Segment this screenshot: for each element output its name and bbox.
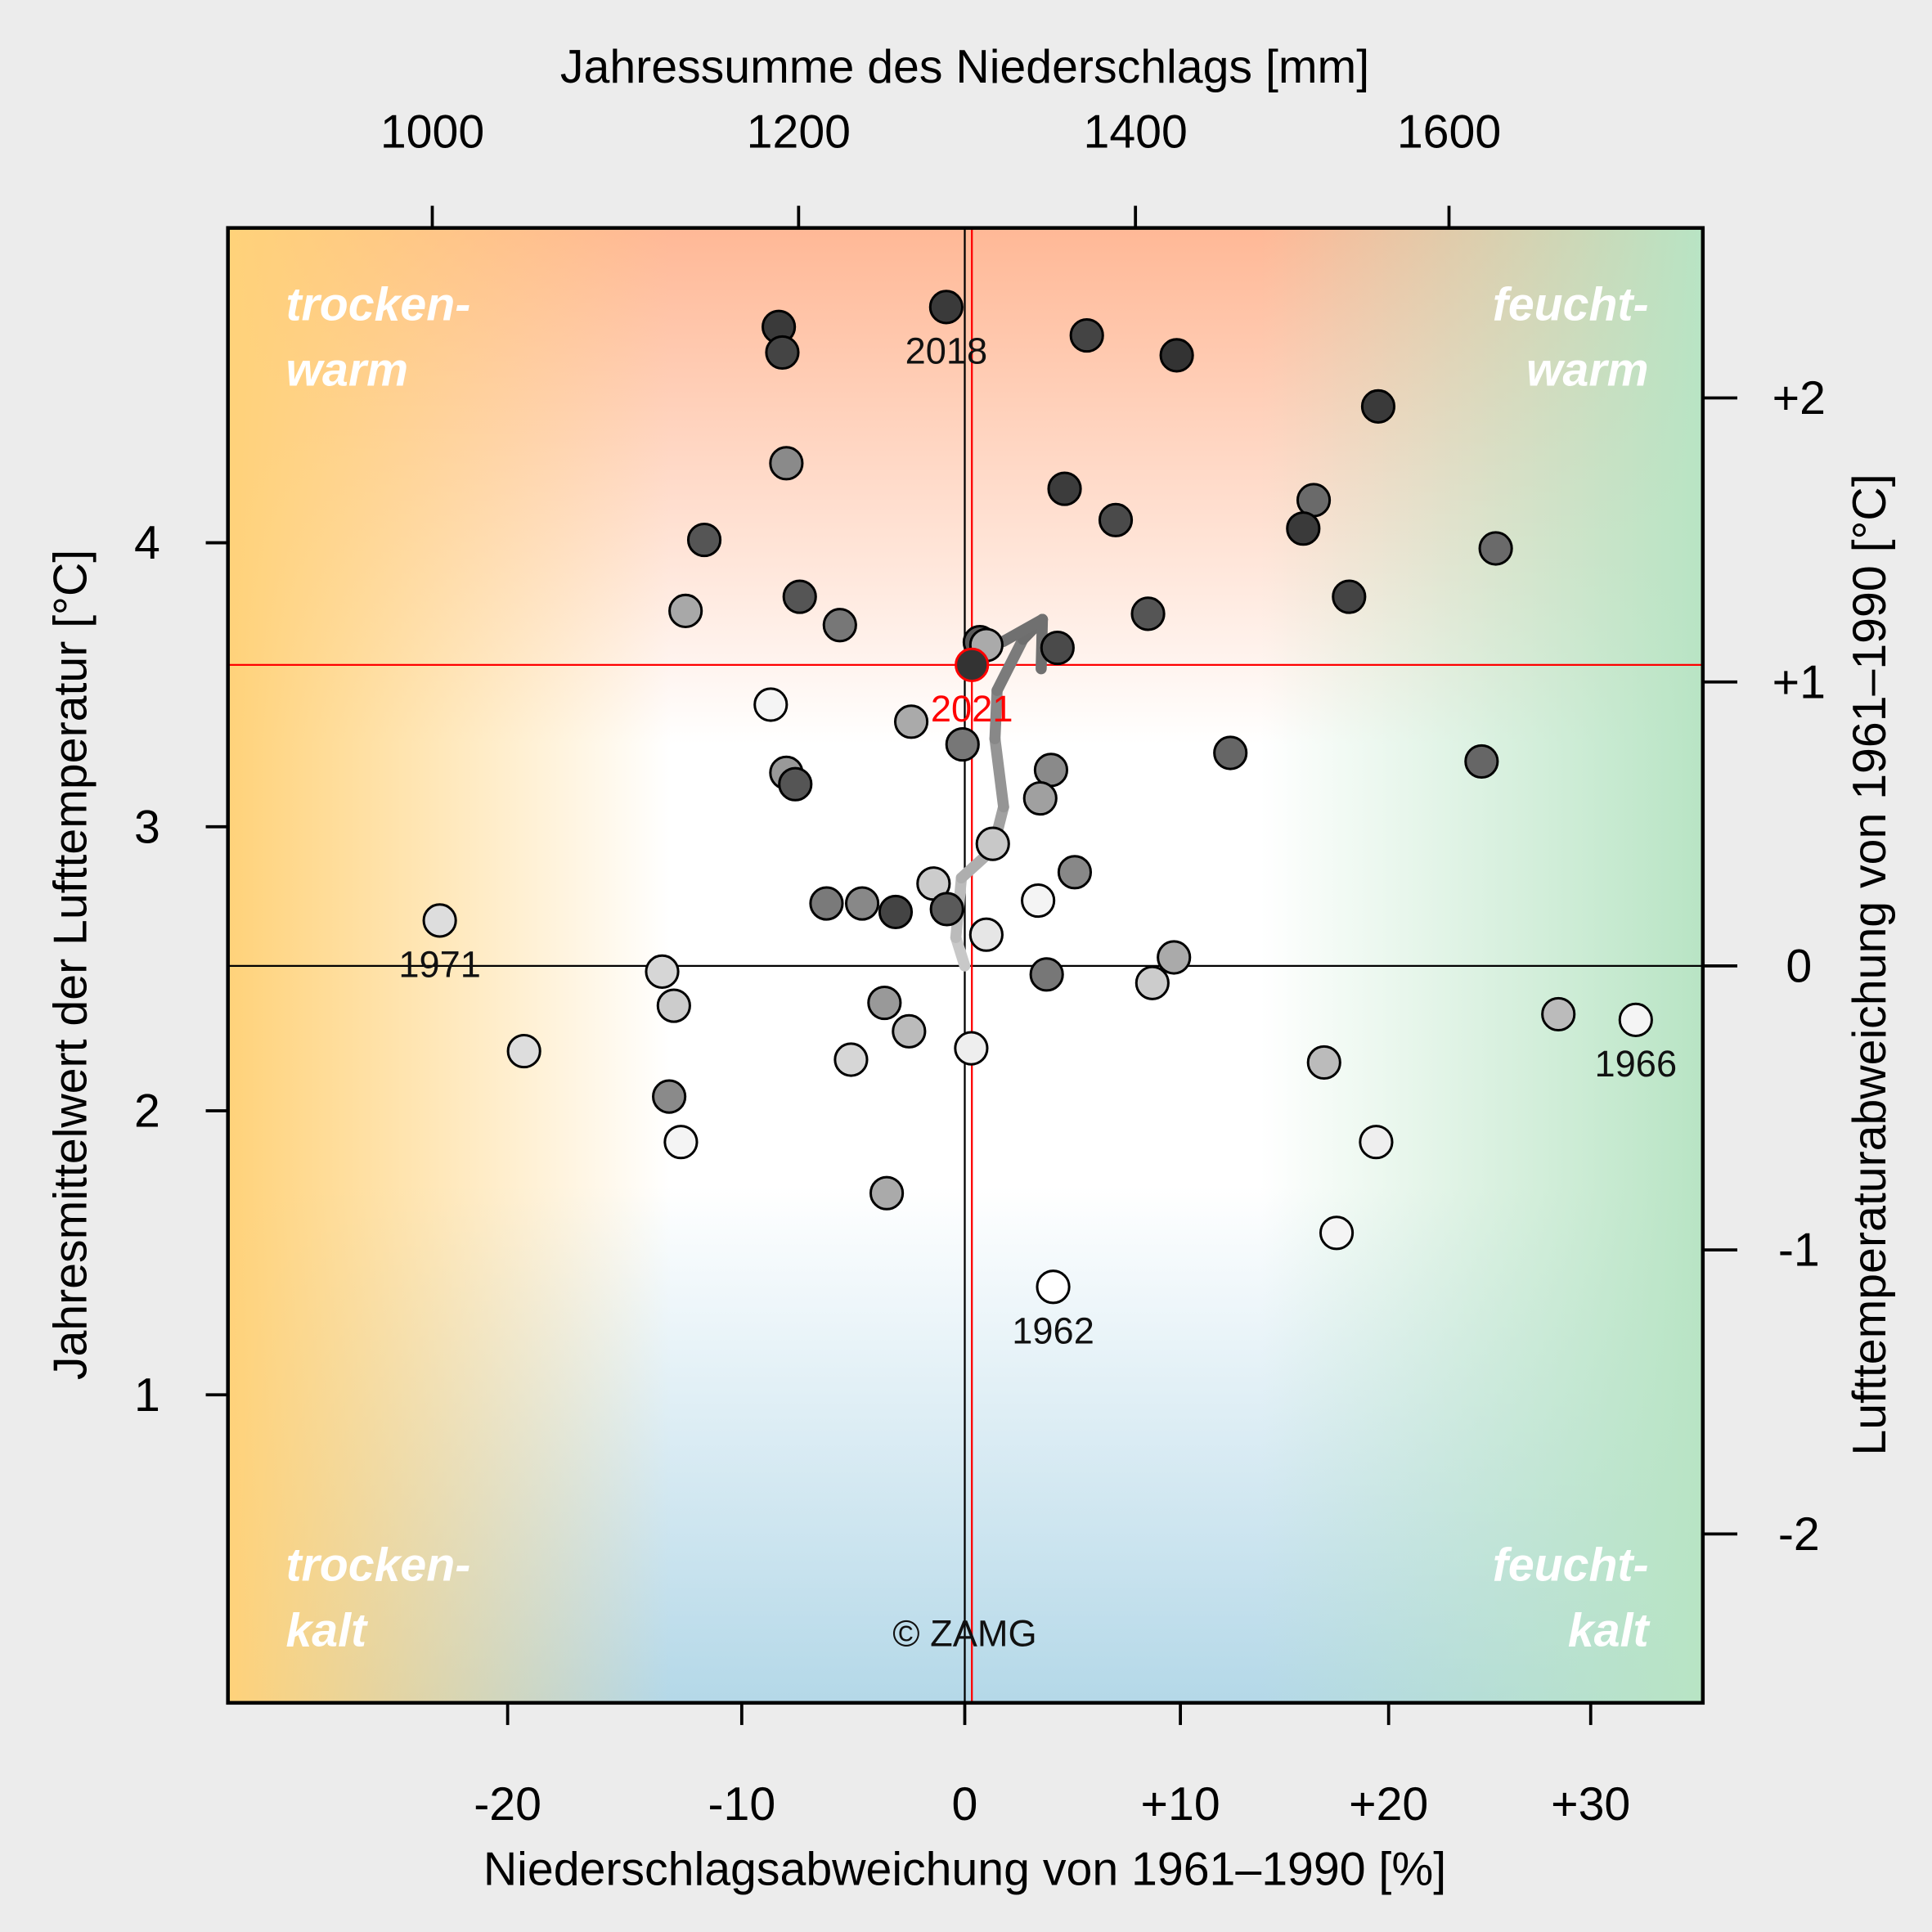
data-point [668, 593, 703, 628]
data-point [1036, 1269, 1071, 1305]
x-tick-label: 0 [952, 1778, 978, 1831]
arrowhead-left [997, 613, 1049, 648]
corner-label-tl-1: trocken- [285, 279, 470, 331]
data-point [869, 1175, 905, 1211]
data-point [968, 917, 1004, 952]
data-point [506, 1033, 541, 1069]
corner-label-br-2: kalt [1568, 1605, 1651, 1657]
data-point [778, 766, 813, 802]
right-tick-label: +1 [1772, 656, 1826, 708]
data-point [1157, 940, 1192, 975]
top-tick-label: 1400 [1084, 106, 1188, 159]
data-point [765, 335, 800, 371]
data-point [1286, 511, 1321, 546]
data-point [1022, 780, 1058, 816]
data-point [1029, 957, 1064, 992]
year-label: 1966 [1595, 1043, 1678, 1085]
x-tick-label: +10 [1141, 1778, 1220, 1831]
data-point [1134, 965, 1170, 1000]
year-label: 1962 [1012, 1310, 1094, 1352]
x-axis-title: Niederschlagsabweichung von 1961–1990 [%… [483, 1844, 1446, 1896]
data-point [929, 892, 964, 927]
data-point [892, 1013, 927, 1049]
data-point [663, 1125, 699, 1160]
top-tick-label: 1200 [747, 106, 851, 159]
data-point [422, 903, 457, 938]
data-point [928, 290, 964, 325]
data-point [686, 522, 722, 558]
highlight-year-label: 2021 [931, 688, 1013, 730]
top-tick-label: 1000 [380, 106, 484, 159]
right-tick-label: 0 [1786, 941, 1812, 993]
data-point [1047, 471, 1082, 506]
x-tick-label: +30 [1551, 1778, 1630, 1831]
data-point [1478, 531, 1513, 566]
data-point [1040, 630, 1075, 666]
data-point [782, 579, 817, 614]
data-point [975, 826, 1010, 861]
data-point [1464, 744, 1499, 780]
data-point [769, 446, 804, 481]
data-point [1098, 502, 1134, 537]
data-point [1618, 1002, 1653, 1037]
top-axis-title: Jahressumme des Niederschlags [mm] [560, 41, 1369, 93]
data-point [1213, 735, 1248, 771]
x-tick-label: -20 [474, 1778, 541, 1831]
year-label: 1971 [398, 944, 481, 986]
highlight-point [955, 647, 990, 682]
y-tick-label: 2 [134, 1085, 160, 1138]
right-tick-label: +2 [1772, 372, 1826, 425]
data-point [945, 726, 980, 762]
y-axis-title: Jahresmittelwert der Lufttemperatur [°C] [44, 550, 97, 1380]
y-tick-label: 3 [134, 801, 160, 853]
data-point [1021, 883, 1056, 919]
corner-label-bl-2: kalt [285, 1605, 369, 1657]
data-point [1359, 1125, 1394, 1160]
corner-label-br-1: feucht- [1493, 1539, 1649, 1592]
corner-label-tr-1: feucht- [1493, 279, 1649, 331]
trend-segment [991, 633, 1029, 696]
data-point [822, 608, 857, 643]
data-point [1306, 1045, 1341, 1081]
data-point [753, 687, 789, 722]
credit-text: © ZAMG [892, 1613, 1036, 1655]
data-point [1159, 338, 1194, 373]
right-axis-title: Lufttemperaturabweichung von 1961–1990 [… [1844, 474, 1896, 1455]
corner-labels: trocken- warm feucht- warm trocken- kalt… [285, 279, 1651, 1657]
data-point [1319, 1215, 1355, 1251]
data-point [893, 704, 929, 739]
x-tick-label: +20 [1349, 1778, 1428, 1831]
data-point [878, 894, 914, 930]
top-tick-label: 1600 [1397, 106, 1501, 159]
year-label: 2018 [905, 330, 988, 372]
right-tick-label: -1 [1778, 1224, 1820, 1277]
data-point [867, 985, 902, 1021]
trend-segment [989, 733, 1009, 813]
data-point [645, 954, 680, 989]
data-point [954, 1031, 989, 1066]
data-point [652, 1079, 687, 1114]
x-tick-label: -10 [708, 1778, 775, 1831]
corner-label-tr-2: warm [1526, 344, 1649, 396]
data-point [833, 1042, 869, 1077]
right-tick-label: -2 [1778, 1508, 1820, 1561]
data-point [1332, 579, 1367, 614]
y-tick-label: 1 [134, 1369, 160, 1422]
data-point [1069, 317, 1104, 353]
corner-label-tl-2: warm [285, 344, 408, 396]
trend-segment [989, 685, 1003, 744]
data-point [844, 886, 880, 921]
data-point [1130, 596, 1166, 631]
corner-label-bl-1: trocken- [285, 1539, 470, 1592]
y-tick-label: 4 [134, 517, 160, 569]
data-point [656, 988, 691, 1023]
data-point [809, 886, 844, 921]
data-point [1057, 855, 1093, 890]
data-point [1541, 996, 1576, 1032]
data-point [1360, 389, 1396, 424]
